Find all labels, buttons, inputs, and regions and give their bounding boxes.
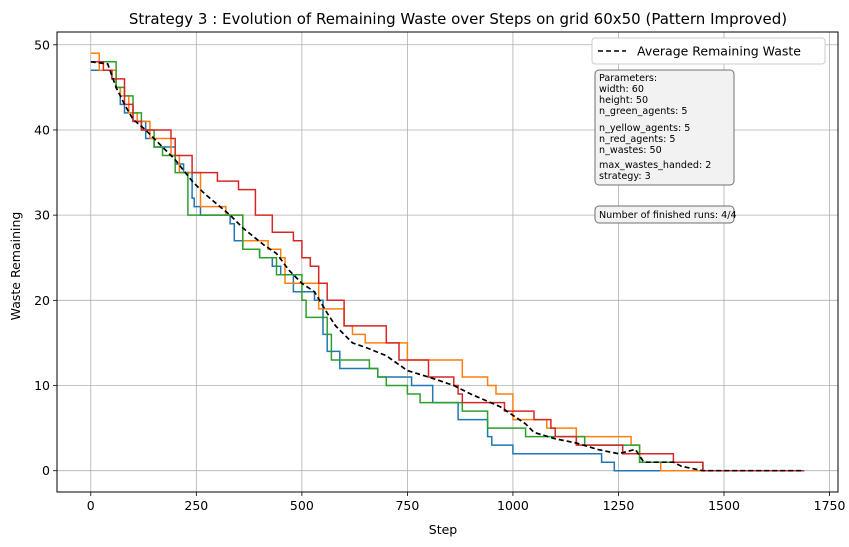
axes-frame <box>56 31 839 493</box>
param-line: n_yellow_agents: 5 <box>599 123 690 134</box>
series-layer <box>90 52 805 472</box>
y-axis-label: Waste Remaining <box>8 212 23 321</box>
param-line: width: 60 <box>599 84 644 95</box>
chart-title: Strategy 3 : Evolution of Remaining Wast… <box>129 10 787 28</box>
finished-runs-text: Number of finished runs: 4/4 <box>599 210 737 221</box>
y-tick-label: 30 <box>34 208 50 223</box>
legend-box <box>591 37 826 65</box>
legend: Average Remaining Waste <box>591 37 826 65</box>
x-tick-label: 1000 <box>497 498 529 513</box>
finished-runs-box: Number of finished runs: 4/4 <box>594 205 737 224</box>
parameters-box-frame <box>594 69 735 186</box>
y-tick-label: 50 <box>34 37 50 52</box>
param-line: n_red_agents: 5 <box>599 134 676 145</box>
y-tick-label: 10 <box>34 378 50 393</box>
y-tick-label: 0 <box>42 463 50 478</box>
param-line: height: 50 <box>599 95 648 106</box>
legend-label-average: Average Remaining Waste <box>637 44 801 59</box>
y-tick-label: 40 <box>34 122 50 137</box>
series-line-average <box>90 60 805 472</box>
param-line: max_wastes_handed: 2 <box>599 160 711 171</box>
series-line-run-4 <box>90 61 805 472</box>
param-line: n_wastes: 50 <box>599 145 662 156</box>
x-tick-label: 1500 <box>708 498 740 513</box>
parameters-box: Parameters: width: 60 height: 50 n_green… <box>594 69 735 186</box>
x-tick-label: 1750 <box>814 498 846 513</box>
ticks: 0 250 500 750 1000 1250 1500 1750 0 10 20 30 40 50 <box>34 37 845 513</box>
x-tick-label: 0 <box>87 498 95 513</box>
x-tick-label: 1250 <box>603 498 635 513</box>
x-tick-label: 250 <box>184 498 208 513</box>
y-tick-label: 20 <box>34 293 50 308</box>
finished-runs-box-frame <box>594 205 735 224</box>
x-tick-label: 750 <box>395 498 419 513</box>
x-axis-label: Step <box>429 522 458 537</box>
x-tick-label: 500 <box>290 498 314 513</box>
param-line: Parameters: <box>599 73 657 84</box>
param-line: n_green_agents: 5 <box>599 106 687 117</box>
param-line: strategy: 3 <box>599 171 651 182</box>
